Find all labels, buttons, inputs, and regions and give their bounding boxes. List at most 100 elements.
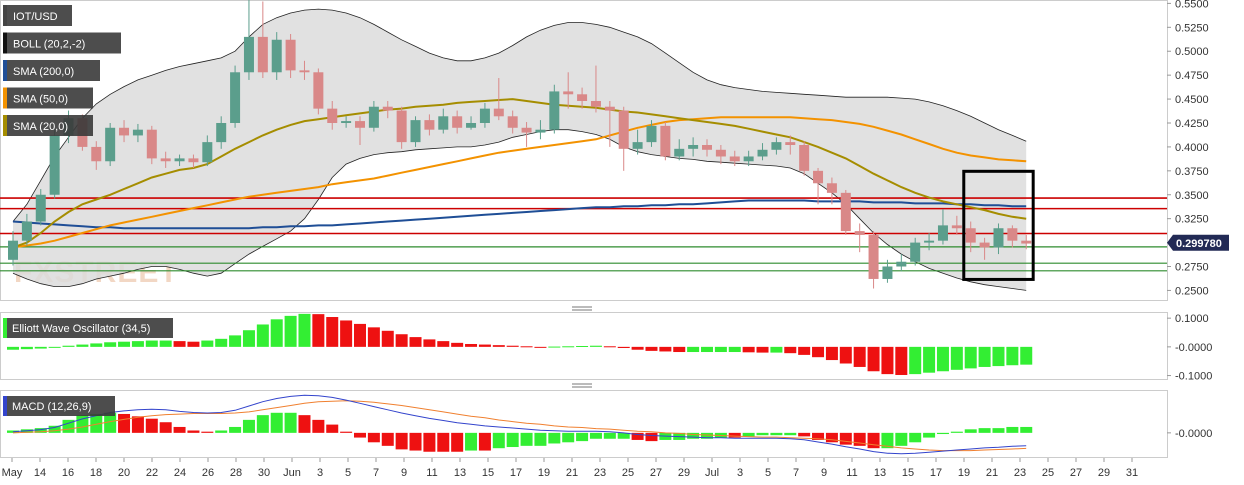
x-axis-label: 9	[821, 467, 827, 479]
candle-body	[924, 240, 935, 243]
x-axis-label: 19	[538, 467, 550, 479]
ewo-bar	[48, 346, 61, 348]
candle-body	[577, 94, 588, 101]
price-axis-label: 0.2750	[1175, 262, 1209, 274]
candle-body	[632, 142, 643, 149]
macd-histogram-bar	[242, 419, 255, 433]
macd-histogram-bar	[742, 432, 755, 437]
panel-resize-handle[interactable]	[572, 306, 592, 311]
x-axis-label: 15	[902, 467, 914, 479]
candle-body	[160, 158, 171, 162]
macd-histogram-bar	[576, 432, 589, 442]
x-axis-label: 23	[1014, 467, 1026, 479]
ewo-bar	[534, 346, 547, 348]
candle-body	[646, 125, 657, 143]
x-axis-label: May	[2, 467, 23, 479]
ewo-axis-label: -0.1000	[1175, 371, 1212, 383]
macd-histogram-bar	[131, 416, 144, 433]
macd-histogram-bar	[756, 432, 769, 436]
sma200-line	[12, 199, 1027, 230]
ewo-bar	[62, 345, 75, 347]
macd-histogram-bar	[825, 432, 838, 443]
x-axis-label: 23	[594, 467, 606, 479]
legend-color-swatch	[3, 5, 7, 26]
ewo-bar	[881, 346, 894, 375]
ewo-bar	[173, 341, 186, 347]
ewo-axis-label: -0.0000	[1175, 342, 1212, 354]
macd-histogram-bar	[492, 432, 505, 449]
macd-histogram-bar	[437, 432, 450, 452]
ewo-bar	[367, 327, 380, 347]
panel-resize-handle[interactable]	[572, 383, 592, 388]
legend-item: SMA (20,0)	[3, 115, 93, 136]
candle-body	[896, 261, 907, 267]
macd-histogram-bar	[423, 432, 436, 452]
candle-body	[840, 192, 851, 232]
price-axis-label: 0.3500	[1175, 190, 1209, 202]
ewo-bar	[742, 346, 755, 353]
ewo-bar	[909, 346, 922, 375]
ewo-bar	[20, 346, 33, 350]
highlight-box	[962, 169, 1035, 281]
ewo-bar	[728, 346, 741, 353]
macd-histogram-bar	[48, 425, 61, 433]
ewo-bar	[395, 334, 408, 347]
candle-body	[35, 194, 46, 222]
candle-body	[285, 39, 296, 71]
ewo-bar	[187, 341, 200, 347]
ewo-bar	[381, 330, 394, 347]
ewo-bar	[867, 346, 880, 372]
candle-body	[119, 127, 130, 136]
candle-body	[410, 120, 421, 143]
legend-item-box	[3, 32, 121, 54]
ewo-bar	[118, 341, 131, 347]
price-axis-label: 0.2500	[1175, 285, 1209, 297]
macd-histogram-bar	[340, 431, 353, 433]
candle-body	[729, 156, 740, 162]
x-axis-label: 14	[34, 467, 46, 479]
x-axis-label: 26	[202, 467, 214, 479]
x-axis-label: 24	[174, 467, 186, 479]
macd-histogram-bar	[118, 413, 131, 433]
candle-body	[438, 116, 449, 130]
x-axis-label: 5	[765, 467, 771, 479]
candle-body	[951, 225, 962, 229]
x-axis-label: 7	[373, 467, 379, 479]
macd-histogram-bar	[312, 419, 325, 433]
candle-body	[21, 221, 32, 241]
candle-body	[105, 127, 116, 162]
macd-histogram-bar	[187, 430, 200, 433]
ewo-bar	[603, 346, 616, 348]
x-axis-label: Jun	[283, 467, 301, 479]
legend-color-swatch	[3, 32, 7, 54]
ewo-bar	[76, 344, 89, 347]
macd-histogram-bar	[367, 432, 380, 443]
ewo-bar	[284, 315, 297, 347]
legend-item: IOT/USD	[3, 5, 72, 26]
x-axis-label: 19	[958, 467, 970, 479]
macd-histogram-bar	[812, 432, 825, 440]
ewo-bar	[242, 330, 255, 347]
ewo-bar	[478, 344, 491, 347]
legend: IOT/USD BOLL (20,2,-2) SMA (200,0) SMA (50,…	[3, 5, 121, 136]
candle-body	[174, 158, 185, 162]
macd-histogram-bar	[326, 424, 339, 433]
x-axis-label: 16	[62, 467, 74, 479]
macd-histogram-bar	[298, 415, 311, 433]
candle-body	[327, 108, 338, 123]
macd-histogram-bar	[145, 418, 158, 433]
candle-body	[743, 156, 754, 162]
legend-item-box	[3, 60, 100, 81]
ewo-bar	[589, 345, 602, 347]
macd-histogram-bar	[631, 432, 644, 440]
ewo-bar	[853, 346, 866, 367]
ewo-bar	[465, 343, 478, 347]
price-axis-label: 0.4250	[1175, 118, 1209, 130]
ewo-bar	[923, 346, 936, 373]
ewo-bar	[936, 346, 949, 372]
macd-histogram-bar	[909, 432, 922, 443]
macd-histogram-bar	[589, 432, 602, 439]
candle-body	[563, 91, 574, 95]
macd-histogram-bar	[104, 412, 117, 433]
